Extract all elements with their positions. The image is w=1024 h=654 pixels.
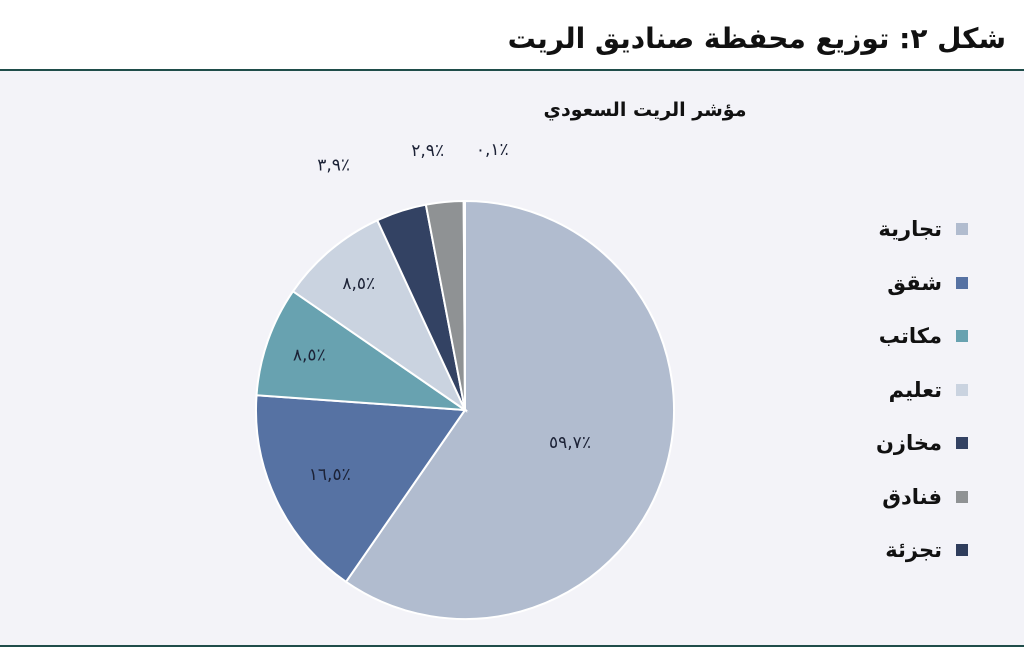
- pie-slice-0: [344, 199, 675, 620]
- slice-label-2: ٪٨,٥: [293, 345, 326, 365]
- slice-label-6: ٪٠,١: [476, 140, 509, 160]
- chart-title: مؤشر الريت السعودي: [543, 99, 747, 121]
- slice-label-3: ٪٨,٥: [342, 274, 375, 294]
- pie-slice-1: [255, 394, 467, 584]
- legend-item-4: مخازن: [876, 430, 968, 456]
- slice-label-0: ٪٥٩,٧: [549, 433, 591, 453]
- legend-label: شقق: [887, 270, 942, 295]
- legend-label: تجارية: [878, 217, 942, 241]
- pie-slice-2: [255, 289, 469, 412]
- figure-title: شكل ٢: توزيع محفظة صناديق الريت: [507, 22, 1006, 55]
- legend-label: مكاتب: [878, 324, 942, 348]
- legend-label: تجزئة: [885, 538, 942, 562]
- legend-item-5: فنادق: [876, 484, 968, 510]
- legend-swatch: [956, 490, 968, 503]
- top-divider: [0, 69, 1024, 71]
- slice-label-5: ٪٢,٩: [411, 141, 444, 161]
- slice-label-4: ٪٣,٩: [317, 155, 350, 175]
- legend-label: تعليم: [888, 377, 942, 402]
- bottom-divider: [0, 645, 1024, 647]
- legend-swatch: [956, 330, 968, 342]
- legend-swatch: [956, 383, 968, 396]
- pie-slice-3: [291, 218, 468, 413]
- legend-swatch: [956, 544, 968, 556]
- chart-legend: تجارية شقق مكاتب تعليم مخازن فنادق تجزئة: [876, 216, 968, 591]
- legend-label: مخازن: [875, 431, 942, 455]
- legend-label: فنادق: [882, 484, 942, 509]
- legend-swatch: [956, 437, 968, 449]
- pie-slice-6: [462, 199, 466, 411]
- slice-label-1: ٪١٦,٥: [309, 465, 351, 485]
- legend-item-1: شقق: [876, 270, 968, 296]
- chart-panel: مؤشر الريت السعودي ٪٥٩,٧ ٪١٦,٥ ٪٨,٥ ٪٨,٥ ٪٣,…: [0, 71, 1024, 645]
- pie-chart: ٪٥٩,٧ ٪١٦,٥ ٪٨,٥ ٪٨,٥ ٪٣,٩ ٪٢,٩ ٪٠,١: [255, 140, 675, 620]
- legend-item-2: مكاتب: [876, 323, 968, 349]
- legend-swatch: [956, 223, 968, 235]
- legend-item-6: تجزئة: [876, 537, 968, 563]
- legend-item-3: تعليم: [876, 377, 968, 403]
- legend-item-0: تجارية: [876, 216, 968, 242]
- legend-swatch: [956, 276, 968, 289]
